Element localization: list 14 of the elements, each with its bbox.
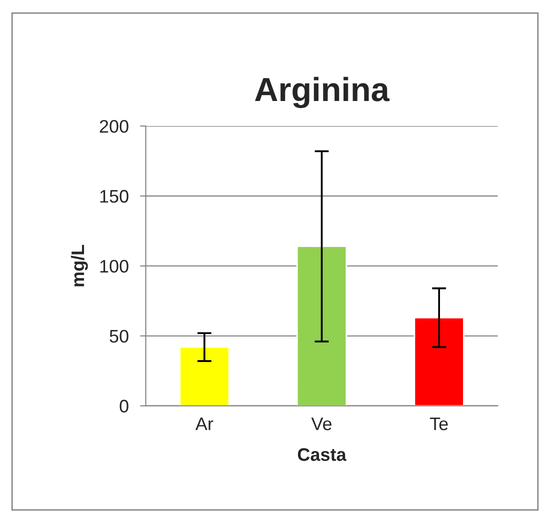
x-tick-label: Ar: [195, 418, 214, 430]
x-tick-label: Te: [430, 418, 448, 430]
bar: [414, 317, 464, 406]
x-tick-label: Ve: [311, 418, 332, 430]
bar: [296, 246, 348, 406]
bar: [179, 346, 230, 406]
chart-title: Arginina: [254, 76, 390, 108]
y-tick-label: 50: [110, 330, 128, 343]
x-axis-title: Casta: [298, 448, 346, 461]
y-tick-label: 0: [120, 400, 128, 413]
y-tick-label: 150: [100, 190, 128, 203]
y-tick-label: 200: [100, 120, 128, 133]
y-axis-title: mg/L: [70, 244, 88, 286]
y-tick-label: 100: [100, 260, 128, 273]
